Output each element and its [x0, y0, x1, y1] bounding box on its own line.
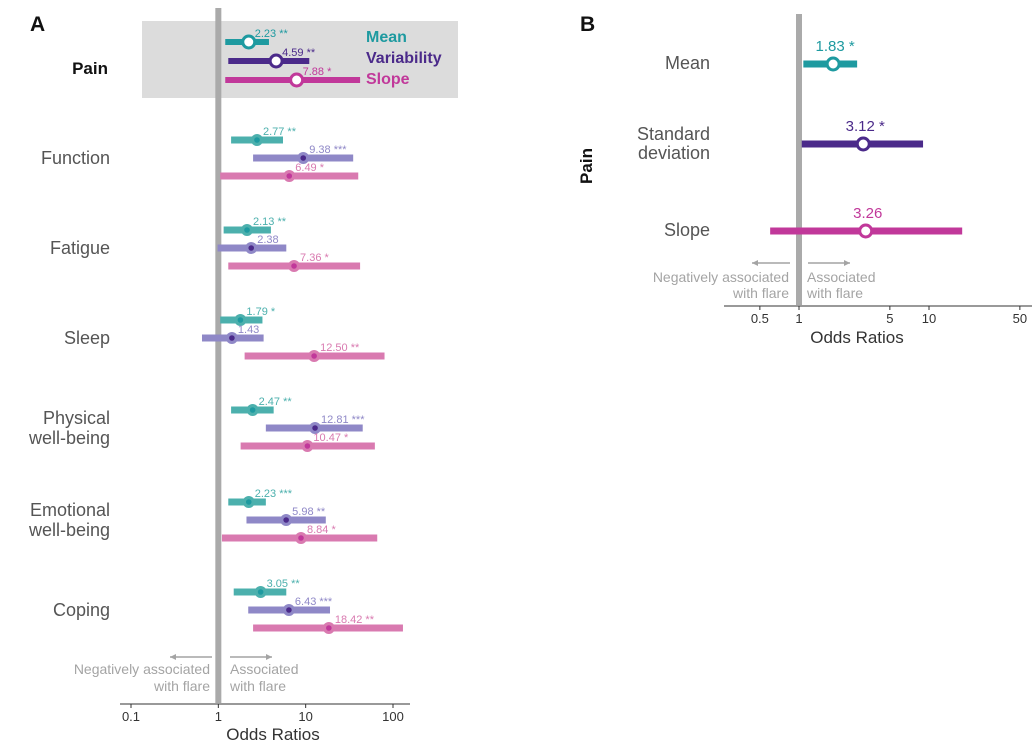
row-label-b-slope: Slope: [664, 220, 710, 240]
row-label-sleep: Sleep: [64, 328, 110, 348]
x-tick-label-b-3: 10: [922, 311, 936, 326]
value-label-fatigue-slope: 7.36 *: [300, 252, 329, 264]
row-label-coping: Coping: [53, 600, 110, 620]
point-core-physical-well-being-slope: [304, 443, 311, 449]
annotation-negative-a: Negatively associated with flare: [74, 661, 210, 694]
value-label-b-mean: 1.83 *: [816, 38, 855, 55]
point-core-physical-well-being-mean: [249, 407, 256, 413]
value-label-pain-mean: 2.23 **: [255, 28, 289, 40]
value-label-emotional-well-being-slope: 8.84 *: [307, 524, 336, 536]
value-label-function-var: 9.38 ***: [309, 144, 347, 156]
point-core-sleep-mean: [237, 317, 244, 323]
value-label-pain-slope: 7.88 *: [303, 66, 332, 78]
value-label-fatigue-var: 2.38: [257, 234, 278, 246]
x-tick-label-a-1: 1: [215, 709, 222, 724]
value-label-pain-var: 4.59 **: [282, 47, 316, 59]
value-label-b-slope: 3.26: [853, 205, 882, 222]
point-core-coping-var: [286, 607, 292, 613]
point-core-coping-mean: [257, 589, 264, 595]
x-axis-title-b: Odds Ratios: [810, 328, 904, 347]
value-label-sleep-var: 1.43: [238, 324, 259, 336]
x-tick-label-b-0: 0.5: [751, 311, 769, 326]
point-core-function-var: [300, 155, 307, 161]
annotation-negative-b: Negatively associated with flare: [653, 269, 789, 301]
annotation-positive-b: Associated with flare: [806, 269, 875, 301]
value-label-physical-well-being-var: 12.81 ***: [321, 414, 365, 426]
x-tick-label-b-1: 1: [795, 311, 802, 326]
value-label-function-mean: 2.77 **: [263, 126, 297, 138]
point-core-fatigue-slope: [291, 263, 297, 269]
row-label-function: Function: [41, 148, 110, 168]
row-label-pain: Pain: [72, 59, 108, 78]
row-label-b-mean: Mean: [665, 53, 710, 73]
point-core-sleep-var: [229, 335, 235, 341]
x-tick-label-b-4: 50: [1013, 311, 1027, 326]
value-label-coping-mean: 3.05 **: [267, 578, 301, 590]
value-label-function-slope: 6.49 *: [295, 162, 324, 174]
value-label-coping-var: 6.43 ***: [295, 596, 333, 608]
point-pain-var: [268, 53, 284, 69]
legend-var: Variability: [366, 50, 442, 67]
arrowhead-negative-b: [752, 260, 758, 266]
legend-slope: Slope: [366, 71, 410, 88]
value-label-physical-well-being-slope: 10.47 *: [313, 432, 349, 444]
point-core-physical-well-being-var: [312, 425, 318, 431]
value-label-emotional-well-being-var: 5.98 **: [292, 506, 326, 518]
arrowhead-positive-b: [844, 260, 850, 266]
x-tick-label-a-3: 100: [382, 709, 404, 724]
row-label-b-var: Standard deviation: [637, 124, 710, 163]
arrowhead-negative-a: [170, 654, 176, 660]
value-label-emotional-well-being-mean: 2.23 ***: [255, 488, 293, 500]
y-axis-title-b: Pain: [577, 148, 596, 184]
point-core-emotional-well-being-slope: [298, 535, 304, 541]
x-tick-label-a-0: 0.1: [122, 709, 140, 724]
annotation-positive-a: Associated with flare: [229, 661, 298, 694]
point-core-function-slope: [286, 173, 293, 179]
value-label-sleep-slope: 12.50 **: [320, 342, 360, 354]
point-pain-mean: [241, 34, 257, 50]
value-label-sleep-mean: 1.79 *: [246, 306, 275, 318]
point-core-emotional-well-being-mean: [245, 499, 252, 505]
x-tick-label-b-2: 5: [886, 311, 893, 326]
point-core-sleep-slope: [311, 353, 317, 359]
value-label-coping-slope: 18.42 **: [335, 614, 375, 626]
row-label-fatigue: Fatigue: [50, 238, 110, 258]
arrowhead-positive-a: [266, 654, 272, 660]
point-core-fatigue-var: [248, 245, 255, 251]
value-label-physical-well-being-mean: 2.47 **: [259, 396, 293, 408]
point-b-slope: [858, 223, 874, 239]
legend-mean: Mean: [366, 29, 407, 46]
point-b-var: [855, 136, 871, 152]
point-core-function-mean: [254, 137, 260, 143]
point-pain-slope: [289, 72, 305, 88]
point-core-fatigue-mean: [244, 227, 250, 233]
row-label-physical-well-being: Physical well-being: [28, 408, 110, 448]
point-core-emotional-well-being-var: [283, 517, 289, 523]
x-axis-title-a: Odds Ratios: [226, 725, 320, 743]
value-label-b-var: 3.12 *: [846, 118, 885, 135]
panel-b-letter: B: [580, 13, 595, 36]
point-b-mean: [825, 56, 841, 72]
panel-a-letter: A: [30, 13, 45, 36]
point-core-coping-slope: [326, 625, 332, 631]
value-label-fatigue-mean: 2.13 **: [253, 216, 287, 228]
row-label-emotional-well-being: Emotional well-being: [28, 500, 110, 540]
x-tick-label-a-2: 10: [298, 709, 312, 724]
